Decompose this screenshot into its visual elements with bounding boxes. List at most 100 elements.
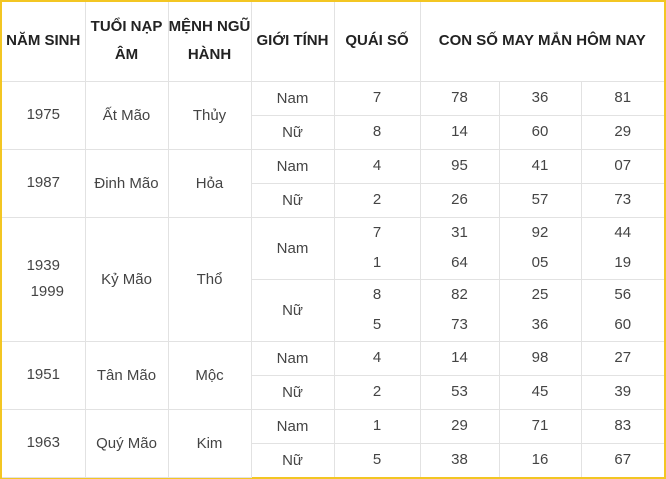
- header-menh-ngu-hanh-line2: HÀNH: [187, 46, 232, 64]
- cell-lucky-number: 14: [419, 114, 500, 150]
- cell-nam-sinh: 1975: [2, 80, 86, 150]
- table-row: 1951 Tân Mão Mộc Nam 4 14 98 27: [2, 340, 665, 410]
- lucky-number-value: 67: [614, 451, 632, 469]
- table-row: 1963 Quý Mão Kim Nam 1 29 71 83: [2, 408, 665, 478]
- cell-lucky-number: 82 73: [419, 278, 500, 342]
- lucky-number-value: 83: [614, 417, 632, 434]
- quai-so-value: 5: [372, 451, 382, 469]
- cell-lucky-number: 95: [419, 148, 500, 184]
- cell-quai-so: 8: [333, 114, 421, 150]
- quai-so-value: 2: [372, 383, 382, 400]
- lucky-number-value: 64: [451, 254, 468, 272]
- year-value: 1951: [26, 366, 60, 383]
- year-value: 1975: [26, 106, 60, 123]
- table-row: Nữ 8 5 82 73 25 36 56 60: [2, 278, 665, 342]
- lucky-number-value: 44: [614, 223, 632, 241]
- cell-gioi-tinh: Nữ: [251, 442, 335, 477]
- lucky-number-value: 56: [614, 285, 632, 303]
- table-row: Nữ 2 26 57 73: [2, 182, 665, 218]
- year-value: 1963: [26, 434, 60, 451]
- header-tuoi-nap-am-line2: ÂM: [114, 46, 139, 64]
- year-value: 1987: [26, 174, 60, 191]
- header-menh-ngu-hanh: MỆNH NGŨ HÀNH: [167, 2, 252, 82]
- header-con-so-may-man: CON SỐ MAY MẮN HÔM NAY: [419, 2, 665, 82]
- lucky-number-value: 41: [531, 157, 549, 174]
- cell-lucky-number: 27: [580, 340, 665, 376]
- cell-quai-so: 1: [333, 408, 421, 444]
- cell-gioi-tinh: Nam: [250, 148, 335, 184]
- lucky-number-value: 53: [451, 383, 468, 400]
- header-tuoi-nap-am-line1: TUỔI NẠP: [90, 18, 163, 36]
- quai-so-value: 8: [372, 285, 382, 303]
- table-row: 1939 1999 Kỷ Mão Thổ Nam 7 1 31 64 92 05 44 19: [2, 216, 665, 342]
- cell-quai-so: 7: [333, 80, 421, 116]
- cell-tuoi-nap-am: Đinh Mão: [84, 148, 169, 218]
- lucky-number-value: 16: [531, 451, 549, 469]
- cell-quai-so: 2: [333, 182, 421, 218]
- quai-so-value: 7: [372, 223, 382, 241]
- cell-lucky-number: 31 64: [419, 216, 500, 280]
- cell-lucky-number: 07: [580, 148, 665, 184]
- lucky-number-value: 31: [451, 223, 468, 241]
- cell-lucky-number: 78: [419, 80, 500, 116]
- quai-so-value: 8: [372, 123, 382, 140]
- cell-menh-ngu-hanh: Kim: [167, 408, 252, 478]
- cell-lucky-number: 81: [580, 80, 665, 116]
- cell-quai-so: 5: [333, 442, 421, 477]
- cell-lucky-number: 14: [419, 340, 500, 376]
- lucky-number-value: 39: [614, 383, 632, 400]
- cell-menh-ngu-hanh: Thủy: [167, 80, 252, 150]
- lucky-number-value: 36: [531, 316, 549, 334]
- header-row: NĂM SINH TUỔI NẠP ÂM MỆNH NGŨ HÀNH GIỚI …: [2, 2, 665, 82]
- cell-tuoi-nap-am: Quý Mão: [84, 408, 169, 478]
- cell-lucky-number: 41: [498, 148, 582, 184]
- cell-gioi-tinh: Nữ: [251, 278, 335, 342]
- quai-so-value: 4: [372, 349, 382, 366]
- table-row: Nữ 2 53 45 39: [2, 374, 665, 410]
- table-row: Nữ 5 38 16 67: [2, 442, 665, 477]
- cell-menh-ngu-hanh: Thổ: [167, 216, 252, 342]
- cell-quai-so: 4: [333, 340, 421, 376]
- quai-so-value: 1: [372, 417, 382, 434]
- cell-lucky-number: 98: [498, 340, 582, 376]
- cell-gioi-tinh: Nam: [250, 340, 335, 376]
- lucky-number-value: 14: [451, 123, 468, 140]
- cell-lucky-number: 39: [580, 374, 665, 410]
- cell-lucky-number: 92 05: [498, 216, 582, 280]
- cell-lucky-number: 56 60: [580, 278, 665, 342]
- cell-nam-sinh: 1939 1999: [2, 216, 86, 342]
- quai-so-value: 5: [372, 316, 382, 334]
- table-row: 1987 Đinh Mão Hỏa Nam 4 95 41 07: [2, 148, 665, 218]
- cell-nam-sinh: 1987: [2, 148, 86, 218]
- cell-menh-ngu-hanh: Hỏa: [167, 148, 252, 218]
- cell-lucky-number: 29: [419, 408, 500, 444]
- cell-lucky-number: 26: [419, 182, 500, 218]
- cell-lucky-number: 67: [580, 442, 665, 477]
- header-tuoi-nap-am: TUỔI NẠP ÂM: [84, 2, 169, 82]
- lucky-number-value: 60: [614, 316, 632, 334]
- lucky-number-value: 29: [451, 417, 468, 434]
- cell-gioi-tinh: Nữ: [251, 374, 335, 410]
- cell-nam-sinh: 1951: [2, 340, 86, 410]
- cell-gioi-tinh: Nữ: [251, 114, 335, 150]
- quai-so-value: 4: [372, 157, 382, 174]
- cell-lucky-number: 44 19: [580, 216, 665, 280]
- cell-gioi-tinh: Nữ: [251, 182, 335, 218]
- cell-lucky-number: 71: [498, 408, 582, 444]
- lucky-number-value: 25: [531, 285, 549, 303]
- cell-tuoi-nap-am: Kỷ Mão: [84, 216, 169, 342]
- header-quai-so: QUÁI SỐ: [333, 2, 421, 82]
- lucky-number-value: 92: [531, 223, 549, 241]
- cell-lucky-number: 83: [580, 408, 665, 444]
- cell-menh-ngu-hanh: Mộc: [167, 340, 252, 410]
- cell-lucky-number: 53: [419, 374, 500, 410]
- cell-lucky-number: 60: [498, 114, 582, 150]
- lucky-number-value: 07: [614, 157, 632, 174]
- lucky-number-value: 36: [531, 89, 549, 106]
- lucky-number-value: 57: [531, 191, 549, 208]
- table-row: 1975 Ất Mão Thủy Nam 7 78 36 81: [2, 80, 665, 150]
